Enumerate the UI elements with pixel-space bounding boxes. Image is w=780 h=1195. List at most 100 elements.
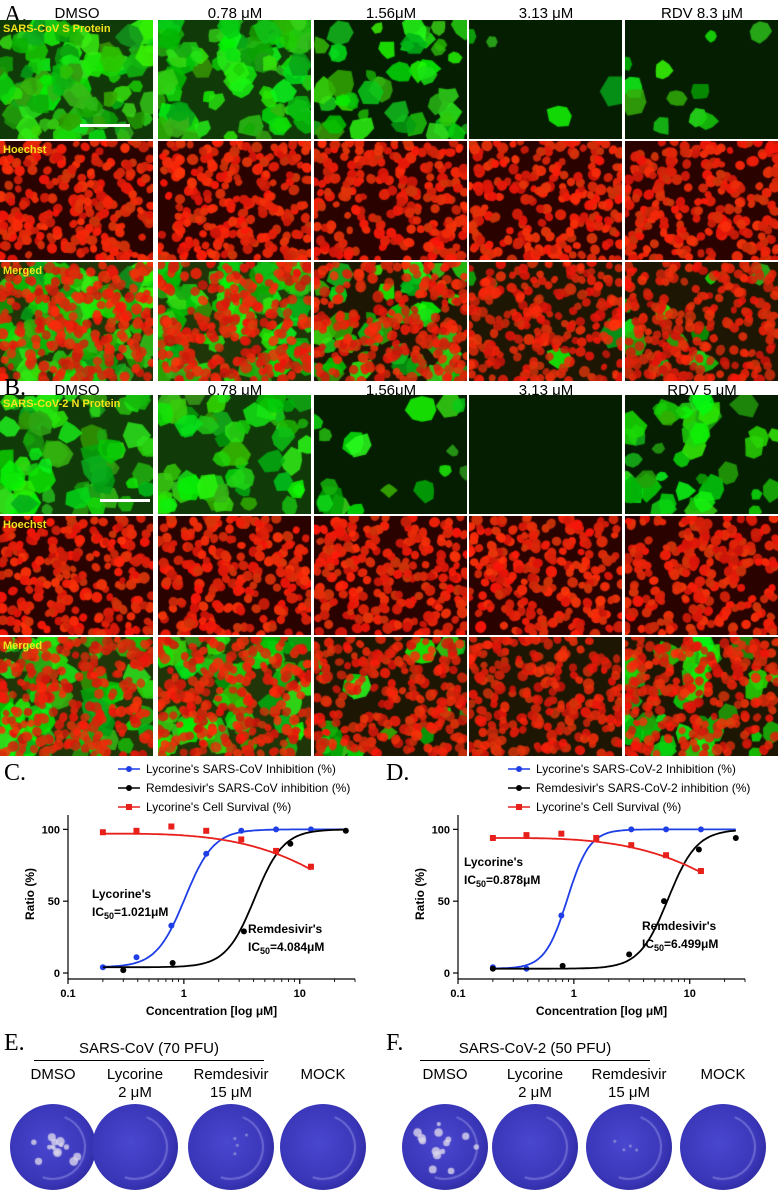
ic50-annotation-name: Remdesivir's: [642, 919, 717, 933]
micrograph-canvas: [469, 20, 622, 139]
row-label: Merged: [3, 640, 43, 652]
merged-image: [158, 637, 311, 756]
hoechst-image: Hoechst: [0, 141, 153, 260]
y-tick-label: 50: [48, 896, 60, 908]
plate-label-line1: Lycorine: [106, 1066, 164, 1083]
micrograph-canvas: [314, 637, 467, 756]
chart-d: Lycorine's SARS-CoV-2 Inhibition (%) Remd…: [413, 762, 750, 1018]
legend-entry: Lycorine's SARS-CoV-2 Inhibition (%): [536, 762, 736, 776]
plaque-plate: [402, 1104, 488, 1190]
data-point: [169, 959, 176, 966]
x-tick-label: 1: [571, 988, 577, 1000]
plaque-canvas: [188, 1104, 274, 1190]
scale-bar: [80, 124, 130, 127]
panel-d-letter: D.: [386, 760, 410, 786]
micrograph-canvas: [314, 20, 467, 139]
column-header: 1.56μM: [365, 5, 417, 22]
y-tick-label: 50: [438, 896, 450, 908]
hoechst-image: [158, 141, 311, 260]
fit-curve: [492, 828, 736, 970]
legend-marker: [126, 766, 132, 772]
panel-f-group-title: SARS-CoV-2 (50 PFU): [458, 1040, 612, 1057]
panel-b-letter: B.: [4, 375, 27, 401]
merged-image: [469, 262, 622, 381]
panel-e-group-rule: [34, 1060, 264, 1061]
micrograph-canvas: [625, 395, 778, 514]
plate-label-line1: MOCK: [300, 1066, 346, 1083]
hoechst-image: [625, 141, 778, 260]
merged-image: Merged: [0, 262, 153, 381]
hoechst-image: [314, 141, 467, 260]
column-header: 1.56μM: [365, 382, 417, 399]
data-point: [695, 846, 702, 853]
micrograph-canvas: [158, 395, 311, 514]
x-tick-label: 0.1: [450, 988, 465, 1000]
data-point: [203, 850, 210, 857]
fluorescence-image: [314, 395, 467, 514]
micrograph-canvas: [625, 262, 778, 381]
ic-subscript: 50: [476, 879, 486, 889]
micrograph-canvas: [0, 141, 153, 260]
data-point: [168, 922, 175, 929]
plate-label: Remdesivir 15 μM: [178, 1066, 284, 1102]
scale-bar: [100, 499, 150, 502]
legend-marker: [516, 804, 522, 810]
plate-label-line1: MOCK: [700, 1066, 746, 1083]
y-tick-label: 0: [444, 968, 450, 980]
micrograph-canvas: [469, 141, 622, 260]
column-header: 3.13 μM: [518, 382, 574, 399]
y-axis-label: Ratio (%): [23, 868, 37, 920]
micrograph-canvas: [625, 20, 778, 139]
plaque-plate: [280, 1104, 366, 1190]
fluorescence-image: [158, 20, 311, 139]
column-header: DMSO: [54, 5, 100, 22]
plate-label-line1: Lycorine: [506, 1066, 564, 1083]
micrograph-canvas: [469, 262, 622, 381]
micrograph-canvas: [158, 141, 311, 260]
panel-e-letter: E.: [4, 1030, 25, 1056]
data-point: [342, 827, 349, 834]
legend-entry: Lycorine's Cell Survival (%): [536, 800, 681, 814]
data-point: [273, 826, 280, 833]
hoechst-image: [158, 516, 311, 635]
fluorescence-image: [625, 395, 778, 514]
hoechst-image: [469, 516, 622, 635]
x-axis-label: Concentration [log μM]: [536, 1004, 667, 1018]
plate-label: MOCK: [270, 1066, 376, 1084]
hoechst-image: [314, 516, 467, 635]
micrograph-canvas: [0, 262, 153, 381]
data-point: [133, 954, 140, 961]
plate-label-line1: DMSO: [30, 1066, 76, 1083]
plate-label: Remdesivir 15 μM: [576, 1066, 682, 1102]
data-point: [203, 827, 210, 834]
fit-curve: [492, 829, 736, 970]
ic-subscript: 50: [654, 943, 664, 953]
x-tick-label: 1: [181, 988, 187, 1000]
data-point: [558, 912, 565, 919]
hoechst-image: Hoechst: [0, 516, 153, 635]
data-point: [559, 962, 566, 969]
y-tick-label: 0: [54, 968, 60, 980]
micrograph-canvas: [625, 637, 778, 756]
ic50-annotation-name: Lycorine's: [464, 855, 523, 869]
merged-image: [314, 262, 467, 381]
micrograph-canvas: [158, 637, 311, 756]
ic-value: =0.878μM: [486, 873, 540, 887]
plaque-plate: [586, 1104, 672, 1190]
fluorescence-image: SARS-CoV S Protein: [0, 20, 153, 139]
merged-image: [158, 262, 311, 381]
micrograph-canvas: [158, 262, 311, 381]
plate-label-line2: 15 μM: [608, 1084, 650, 1101]
row-label: SARS-CoV-2 N Protein: [3, 398, 121, 410]
plaque-plate: [188, 1104, 274, 1190]
ic50-annotation-value: IC50=0.878μM: [464, 873, 540, 889]
ic-value: =6.499μM: [664, 937, 718, 951]
panel-e-group-title: SARS-CoV (70 PFU): [78, 1040, 220, 1057]
merged-image: [314, 637, 467, 756]
data-point: [120, 967, 127, 974]
data-point: [99, 964, 106, 971]
ic-subscript: 50: [104, 911, 114, 921]
data-point: [489, 834, 496, 841]
data-point: [287, 840, 294, 847]
plate-label-line2: 15 μM: [210, 1084, 252, 1101]
